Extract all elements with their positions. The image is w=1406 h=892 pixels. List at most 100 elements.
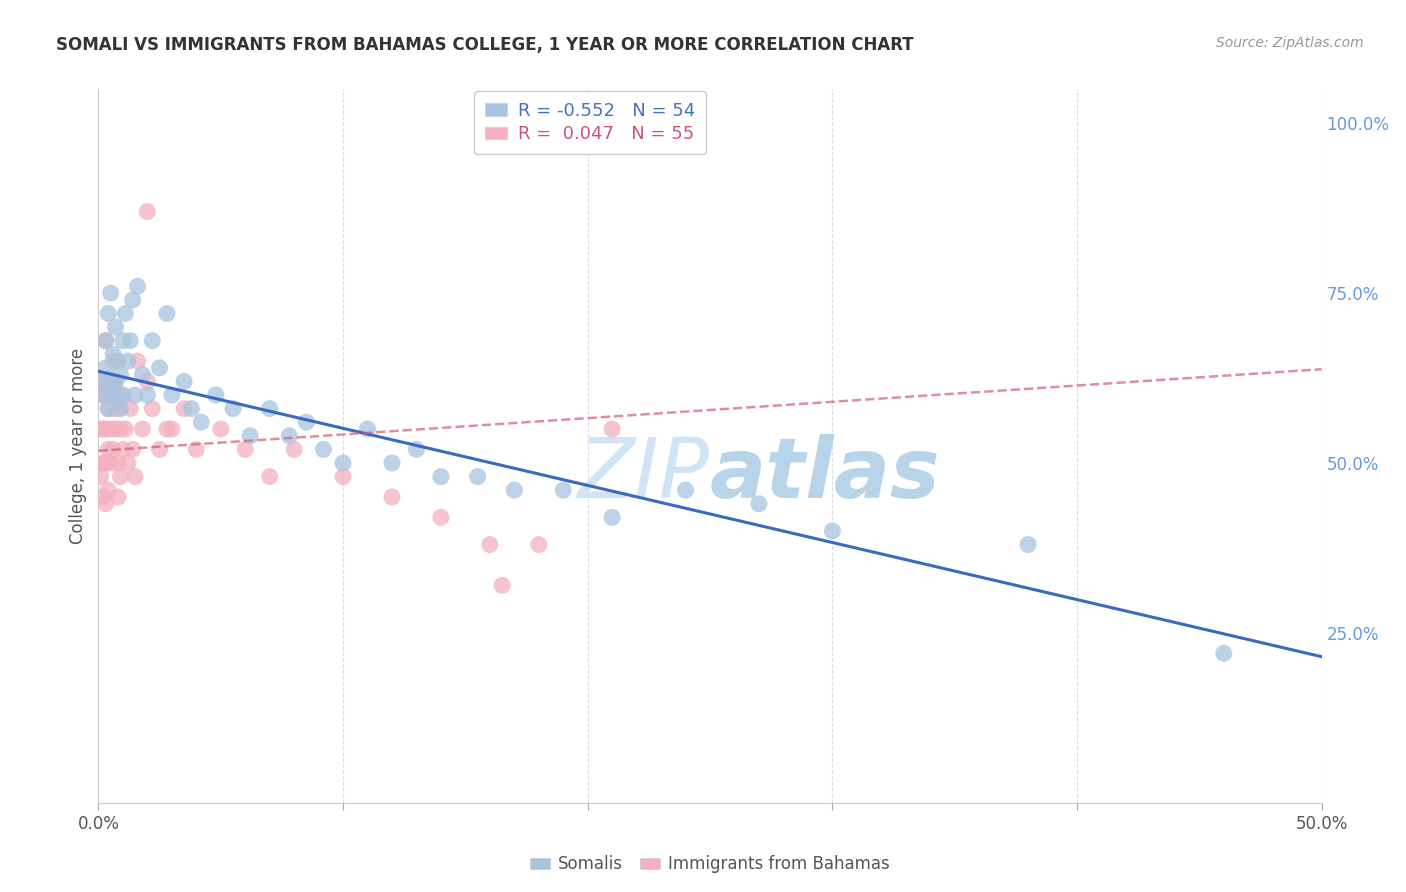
Point — [90, 375, 112, 389]
Point — [553, 483, 575, 498]
Point — [94, 497, 117, 511]
Text: Source: ZipAtlas.com: Source: ZipAtlas.com — [1216, 36, 1364, 50]
Point — [381, 490, 404, 504]
Point — [107, 490, 129, 504]
Point — [90, 422, 112, 436]
Point — [97, 483, 120, 498]
Point — [110, 422, 132, 436]
Point — [675, 483, 697, 498]
Point — [222, 401, 245, 416]
Point — [190, 415, 212, 429]
Point — [136, 375, 159, 389]
Point — [283, 442, 305, 457]
Point — [405, 442, 427, 457]
Point — [131, 422, 153, 436]
Point — [104, 422, 127, 436]
Point — [124, 469, 146, 483]
Point — [94, 388, 117, 402]
Y-axis label: College, 1 year or more: College, 1 year or more — [69, 348, 87, 544]
Point — [117, 456, 139, 470]
Point — [491, 578, 513, 592]
Point — [94, 360, 117, 375]
Point — [111, 388, 134, 402]
Point — [110, 368, 132, 382]
Point — [97, 401, 120, 416]
Point — [100, 286, 122, 301]
Point — [100, 388, 122, 402]
Point — [503, 483, 526, 498]
Point — [430, 469, 453, 483]
Point — [312, 442, 335, 457]
Point — [127, 354, 149, 368]
Text: SOMALI VS IMMIGRANTS FROM BAHAMAS COLLEGE, 1 YEAR OR MORE CORRELATION CHART: SOMALI VS IMMIGRANTS FROM BAHAMAS COLLEG… — [56, 36, 914, 54]
Point — [91, 388, 114, 402]
Point — [295, 415, 318, 429]
Point — [121, 293, 143, 307]
Point — [90, 375, 112, 389]
Point — [141, 334, 163, 348]
Point — [101, 388, 124, 402]
Point — [160, 422, 183, 436]
Point — [104, 375, 127, 389]
Point — [1017, 537, 1039, 551]
Point — [101, 401, 124, 416]
Point — [97, 442, 120, 457]
Point — [430, 510, 453, 524]
Text: atlas: atlas — [710, 434, 941, 515]
Point — [94, 422, 117, 436]
Point — [94, 334, 117, 348]
Point — [233, 442, 256, 457]
Point — [91, 422, 114, 436]
Point — [101, 442, 124, 457]
Legend: Somalis, Immigrants from Bahamas: Somalis, Immigrants from Bahamas — [523, 849, 897, 880]
Point — [467, 469, 489, 483]
Point — [104, 375, 127, 389]
Point — [160, 388, 183, 402]
Point — [149, 442, 172, 457]
Point — [131, 368, 153, 382]
Point — [111, 442, 134, 457]
Point — [97, 401, 120, 416]
Point — [94, 334, 117, 348]
Point — [101, 347, 124, 361]
Point — [149, 360, 172, 375]
Point — [180, 401, 202, 416]
Point — [124, 388, 146, 402]
Point — [107, 401, 129, 416]
Point — [117, 354, 139, 368]
Text: ZIP: ZIP — [578, 434, 710, 515]
Point — [156, 306, 179, 320]
Point — [94, 456, 117, 470]
Point — [259, 401, 281, 416]
Point — [239, 429, 262, 443]
Point — [156, 422, 179, 436]
Point — [121, 442, 143, 457]
Point — [356, 422, 378, 436]
Point — [120, 401, 142, 416]
Point — [173, 375, 195, 389]
Point — [110, 469, 132, 483]
Point — [173, 401, 195, 416]
Point — [748, 497, 770, 511]
Point — [91, 490, 114, 504]
Point — [478, 537, 501, 551]
Point — [209, 422, 232, 436]
Point — [259, 469, 281, 483]
Point — [111, 334, 134, 348]
Point — [101, 354, 124, 368]
Point — [527, 537, 550, 551]
Point — [821, 524, 844, 538]
Point — [141, 401, 163, 416]
Point — [90, 469, 112, 483]
Point — [120, 334, 142, 348]
Point — [104, 320, 127, 334]
Point — [97, 306, 120, 320]
Point — [278, 429, 301, 443]
Point — [100, 375, 122, 389]
Point — [111, 388, 134, 402]
Point — [100, 456, 122, 470]
Point — [97, 375, 120, 389]
Point — [332, 456, 354, 470]
Point — [110, 401, 132, 416]
Point — [600, 422, 623, 436]
